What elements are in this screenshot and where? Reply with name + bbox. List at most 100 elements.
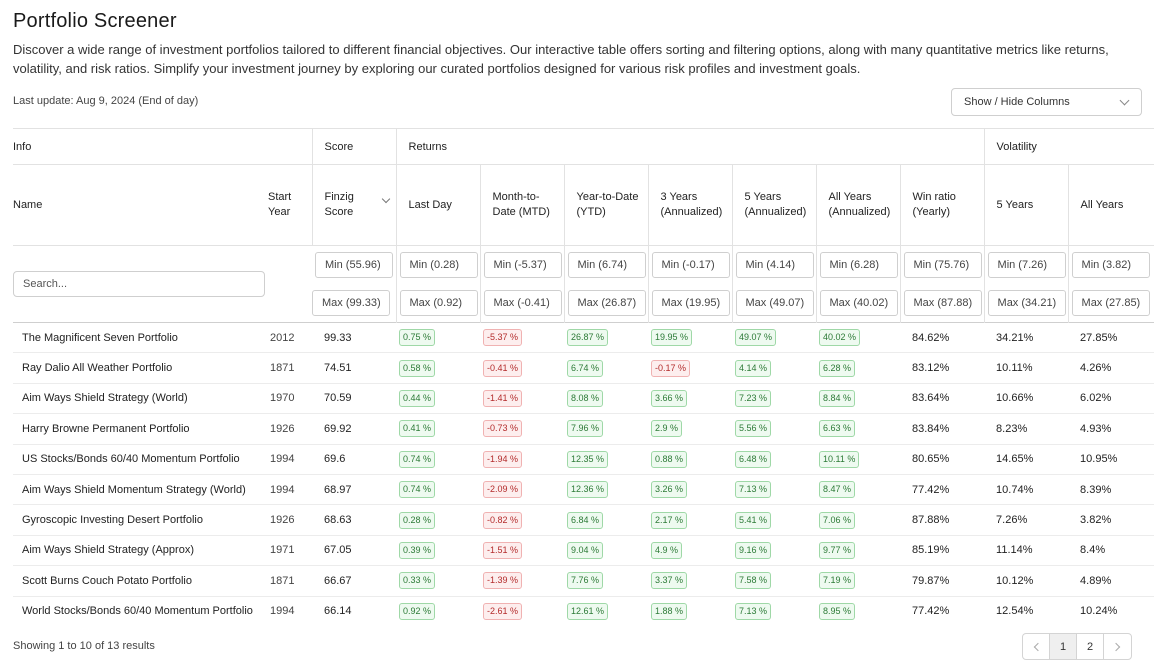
cell-start-year: 1971 bbox=[268, 535, 313, 567]
portfolio-table-container[interactable]: Info Score Returns Volatility Name Start… bbox=[13, 128, 1155, 622]
table-row[interactable]: Scott Burns Couch Potato Portfolio 1871 66… bbox=[13, 565, 1155, 597]
return-badge: 6.84 % bbox=[567, 511, 604, 529]
cell-win-ratio: 77.42% bbox=[900, 474, 985, 506]
filter-max-score[interactable]: Max (99.33) bbox=[312, 290, 391, 316]
cell-vol-5y: 7.26% bbox=[984, 504, 1069, 536]
sort-desc-icon[interactable] bbox=[381, 194, 390, 204]
cell-mtd: -0.73 % bbox=[480, 413, 565, 445]
cell-all-years: 7.19 % bbox=[816, 565, 901, 597]
return-badge: -1.94 % bbox=[483, 450, 523, 468]
page-1-button[interactable]: 1 bbox=[1050, 634, 1077, 659]
cell-start-year: 1926 bbox=[268, 504, 313, 536]
filter-max-ytd[interactable]: Max (26.87) bbox=[567, 290, 646, 316]
table-row[interactable]: Gyroscopic Investing Desert Portfolio 192… bbox=[13, 504, 1155, 536]
cell-name: Aim Ways Shield Strategy (World) bbox=[13, 383, 268, 415]
cell-ytd: 6.74 % bbox=[564, 352, 649, 384]
cell-mtd: -1.41 % bbox=[480, 383, 565, 415]
return-badge: 10.11 % bbox=[819, 450, 860, 468]
table-row[interactable]: Harry Browne Permanent Portfolio 1926 69.9… bbox=[13, 413, 1155, 445]
page-description: Discover a wide range of investment port… bbox=[13, 42, 1109, 76]
filter-min-5y[interactable]: Min (4.14) bbox=[735, 252, 814, 278]
filter-max-mtd[interactable]: Max (-0.41) bbox=[483, 290, 562, 316]
page-2-button[interactable]: 2 bbox=[1077, 634, 1104, 659]
cell-start-year: 1871 bbox=[268, 565, 313, 597]
cell-score: 68.63 bbox=[312, 504, 397, 536]
filter-max-volall[interactable]: Max (27.85) bbox=[1071, 290, 1150, 316]
col-ytd[interactable]: Year-to-Date (YTD) bbox=[564, 164, 649, 246]
cell-mtd: -0.82 % bbox=[480, 504, 565, 536]
cell-vol-all: 27.85% bbox=[1068, 322, 1155, 354]
cell-vol-5y: 12.54% bbox=[984, 596, 1069, 622]
filter-min-all[interactable]: Min (6.28) bbox=[819, 252, 898, 278]
filter-min-3y[interactable]: Min (-0.17) bbox=[651, 252, 730, 278]
table-row[interactable]: US Stocks/Bonds 60/40 Momentum Portfolio… bbox=[13, 444, 1155, 475]
cell-last-day: 0.74 % bbox=[396, 444, 481, 475]
col-last-day[interactable]: Last Day bbox=[396, 164, 481, 246]
cell-start-year: 1970 bbox=[268, 383, 313, 415]
cell-3y: 19.95 % bbox=[648, 322, 733, 354]
table-row[interactable]: The Magnificent Seven Portfolio 2012 99.33… bbox=[13, 322, 1155, 354]
filter-min-last-day[interactable]: Min (0.28) bbox=[399, 252, 478, 278]
cell-5y: 7.23 % bbox=[732, 383, 817, 415]
filter-row-min: Search... Min (55.96) Min (0.28) Min (-5… bbox=[13, 245, 1154, 297]
col-mtd[interactable]: Month-to-Date (MTD) bbox=[480, 164, 565, 246]
col-vol-all[interactable]: All Years bbox=[1068, 164, 1155, 246]
return-badge: 8.95 % bbox=[819, 602, 856, 620]
cell-5y: 7.13 % bbox=[732, 474, 817, 506]
cell-3y: 2.9 % bbox=[648, 413, 733, 445]
filter-max-win[interactable]: Max (87.88) bbox=[903, 290, 982, 316]
cell-mtd: -2.09 % bbox=[480, 474, 565, 506]
next-page-button[interactable] bbox=[1104, 634, 1131, 659]
table-row[interactable]: Aim Ways Shield Strategy (World) 1970 70.5… bbox=[13, 383, 1155, 415]
cell-name: Aim Ways Shield Momentum Strategy (World… bbox=[13, 474, 268, 506]
col-3y[interactable]: 3 Years (Annualized) bbox=[648, 164, 733, 246]
filter-max-5y[interactable]: Max (49.07) bbox=[735, 290, 814, 316]
col-vol-5y[interactable]: 5 Years bbox=[984, 164, 1069, 246]
cell-name: The Magnificent Seven Portfolio bbox=[13, 322, 268, 354]
filter-min-ytd[interactable]: Min (6.74) bbox=[567, 252, 646, 278]
col-start-year[interactable]: Start Year bbox=[268, 164, 313, 246]
prev-page-button[interactable] bbox=[1023, 634, 1050, 659]
cell-ytd: 12.61 % bbox=[564, 596, 649, 622]
return-badge: 26.87 % bbox=[567, 329, 609, 347]
cell-vol-all: 8.39% bbox=[1068, 474, 1155, 506]
filter-max-last-day[interactable]: Max (0.92) bbox=[399, 290, 478, 316]
filter-min-volall[interactable]: Min (3.82) bbox=[1071, 252, 1150, 278]
filter-min-vol5[interactable]: Min (7.26) bbox=[987, 252, 1066, 278]
return-badge: 0.44 % bbox=[399, 389, 436, 407]
col-win-ratio[interactable]: Win ratio (Yearly) bbox=[900, 164, 985, 246]
cell-ytd: 7.96 % bbox=[564, 413, 649, 445]
show-hide-columns-dropdown[interactable]: Show / Hide Columns bbox=[951, 88, 1142, 116]
return-badge: 0.33 % bbox=[399, 572, 436, 590]
col-name[interactable]: Name bbox=[13, 164, 268, 246]
search-input[interactable]: Search... bbox=[13, 271, 265, 297]
return-badge: 1.88 % bbox=[651, 602, 688, 620]
filter-min-win[interactable]: Min (75.76) bbox=[903, 252, 982, 278]
return-badge: 0.88 % bbox=[651, 450, 688, 468]
cell-all-years: 8.84 % bbox=[816, 383, 901, 415]
cell-ytd: 12.36 % bbox=[564, 474, 649, 506]
col-all-years[interactable]: All Years (Annualized) bbox=[816, 164, 901, 246]
cell-score: 67.05 bbox=[312, 535, 397, 567]
table-row[interactable]: Ray Dalio All Weather Portfolio 1871 74.51… bbox=[13, 352, 1155, 384]
filter-max-all[interactable]: Max (40.02) bbox=[819, 290, 898, 316]
filter-max-3y[interactable]: Max (19.95) bbox=[651, 290, 730, 316]
cell-3y: 2.17 % bbox=[648, 504, 733, 536]
show-hide-columns-label: Show / Hide Columns bbox=[964, 96, 1070, 108]
filter-min-mtd[interactable]: Min (-5.37) bbox=[483, 252, 562, 278]
return-badge: 0.75 % bbox=[399, 329, 436, 347]
return-badge: 5.56 % bbox=[735, 420, 772, 438]
table-row[interactable]: Aim Ways Shield Strategy (Approx) 1971 67.… bbox=[13, 535, 1155, 567]
cell-last-day: 0.92 % bbox=[396, 596, 481, 622]
cell-all-years: 10.11 % bbox=[816, 444, 901, 475]
col-5y[interactable]: 5 Years (Annualized) bbox=[732, 164, 817, 246]
filter-min-score[interactable]: Min (55.96) bbox=[315, 252, 394, 278]
cell-name: Harry Browne Permanent Portfolio bbox=[13, 413, 268, 445]
col-finzig-score[interactable]: Finzig Score bbox=[312, 164, 397, 246]
table-row[interactable]: Aim Ways Shield Momentum Strategy (World… bbox=[13, 474, 1155, 506]
filter-max-vol5[interactable]: Max (34.21) bbox=[987, 290, 1066, 316]
table-row[interactable]: World Stocks/Bonds 60/40 Momentum Portfo… bbox=[13, 596, 1155, 622]
return-badge: 0.74 % bbox=[399, 450, 436, 468]
chevron-down-icon bbox=[1119, 95, 1130, 106]
cell-name: Gyroscopic Investing Desert Portfolio bbox=[13, 504, 268, 536]
